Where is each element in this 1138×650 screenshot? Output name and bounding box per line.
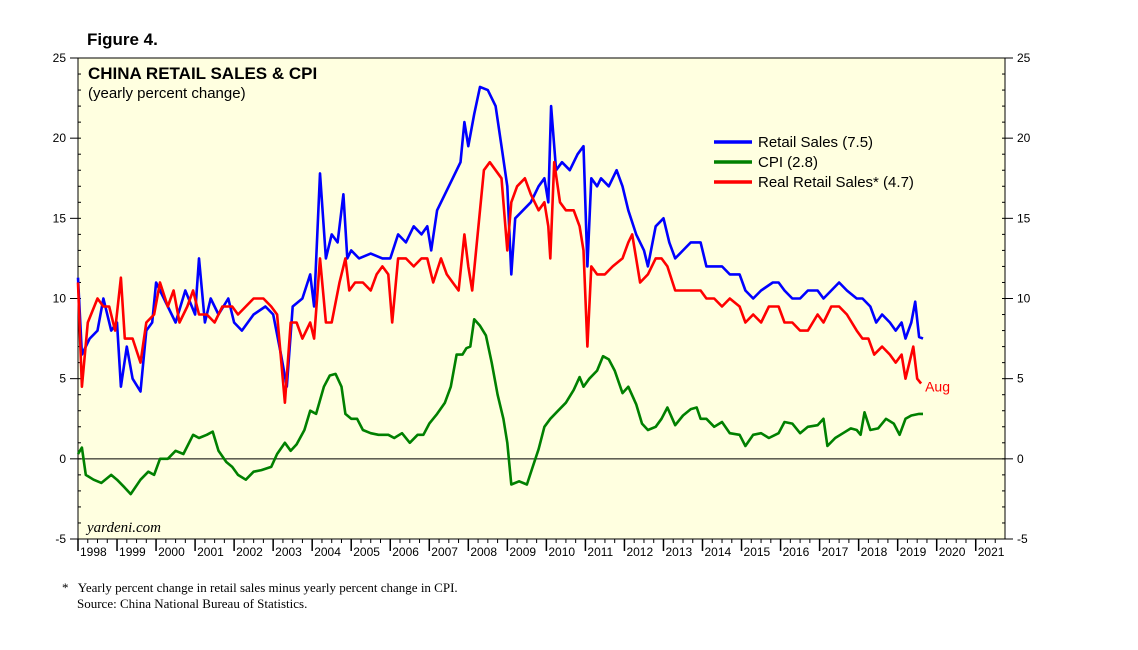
x-axis: 1998 1999 2000 2001 2002 2003 2004 2005 2006 2007… — [77, 539, 1005, 559]
y-tick-label-left: 0 — [59, 452, 66, 466]
x-tick-label: 2015 — [744, 545, 771, 559]
legend-label-2: Real Retail Sales* (4.7) — [758, 174, 914, 191]
x-tick-label: 2016 — [783, 545, 810, 559]
x-tick-label: 2003 — [275, 545, 302, 559]
x-tick-label: 2014 — [705, 545, 732, 559]
y-tick-label-right: 20 — [1017, 131, 1031, 145]
footnote-star: * — [62, 580, 69, 595]
y-tick-label-left: 20 — [53, 131, 67, 145]
footnote-text: Yearly percent change in retail sales mi… — [77, 580, 458, 595]
y-tick-label-left: 15 — [53, 211, 67, 225]
y-axis: -5 -5 0 0 5 5 10 10 15 15 20 20 25 25 — [53, 51, 1031, 546]
y-tick-label-left: 5 — [59, 372, 66, 386]
y-tick-label-right: 0 — [1017, 452, 1024, 466]
x-tick-label: 2019 — [900, 545, 927, 559]
series-group — [76, 85, 924, 496]
x-tick-label: 2008 — [470, 545, 497, 559]
footnote-source: Source: China National Bureau of Statist… — [77, 596, 308, 611]
x-tick-label: 2002 — [236, 545, 263, 559]
x-tick-label: 2006 — [392, 545, 419, 559]
x-tick-label: 2009 — [509, 545, 536, 559]
y-tick-label-left: 10 — [53, 292, 67, 306]
y-tick-label-left: -5 — [55, 532, 66, 546]
chart-subtitle: (yearly percent change) — [88, 85, 246, 102]
legend-label-0: Retail Sales (7.5) — [758, 134, 873, 151]
x-tick-label: 2017 — [822, 545, 849, 559]
series-line-1 — [76, 318, 923, 496]
y-tick-label-right: 25 — [1017, 51, 1031, 65]
x-tick-label: 2004 — [314, 545, 341, 559]
x-tick-label: 2021 — [978, 545, 1005, 559]
legend-label-1: CPI (2.8) — [758, 154, 818, 171]
plot-area — [77, 57, 1006, 540]
x-tick-label: 2018 — [861, 545, 888, 559]
x-tick-label: 2010 — [548, 545, 575, 559]
x-tick-label: 2020 — [939, 545, 966, 559]
x-tick-label: 2001 — [197, 545, 224, 559]
series-line-2 — [76, 160, 923, 404]
watermark: yardeni.com — [85, 520, 161, 536]
y-tick-label-left: 25 — [53, 51, 67, 65]
y-tick-label-right: -5 — [1017, 532, 1028, 546]
y-tick-label-right: 10 — [1017, 292, 1031, 306]
x-tick-label: 2011 — [587, 545, 613, 559]
y-tick-label-right: 5 — [1017, 372, 1024, 386]
chart-title: CHINA RETAIL SALES & CPI — [88, 64, 317, 83]
figure-label: Figure 4. — [87, 30, 158, 49]
y-tick-label-right: 15 — [1017, 211, 1031, 225]
x-tick-label: 1998 — [80, 545, 107, 559]
x-tick-label: 2005 — [353, 545, 380, 559]
x-tick-label: 2000 — [158, 545, 185, 559]
x-tick-label: 2007 — [431, 545, 458, 559]
legend: Retail Sales (7.5) CPI (2.8) Real Retail S… — [714, 134, 914, 191]
end-annotation: Aug — [925, 378, 950, 394]
footnote-note: * Yearly percent change in retail sales … — [62, 580, 458, 596]
x-tick-label: 2013 — [665, 545, 692, 559]
x-tick-label: 1999 — [119, 545, 146, 559]
x-tick-label: 2012 — [626, 545, 653, 559]
